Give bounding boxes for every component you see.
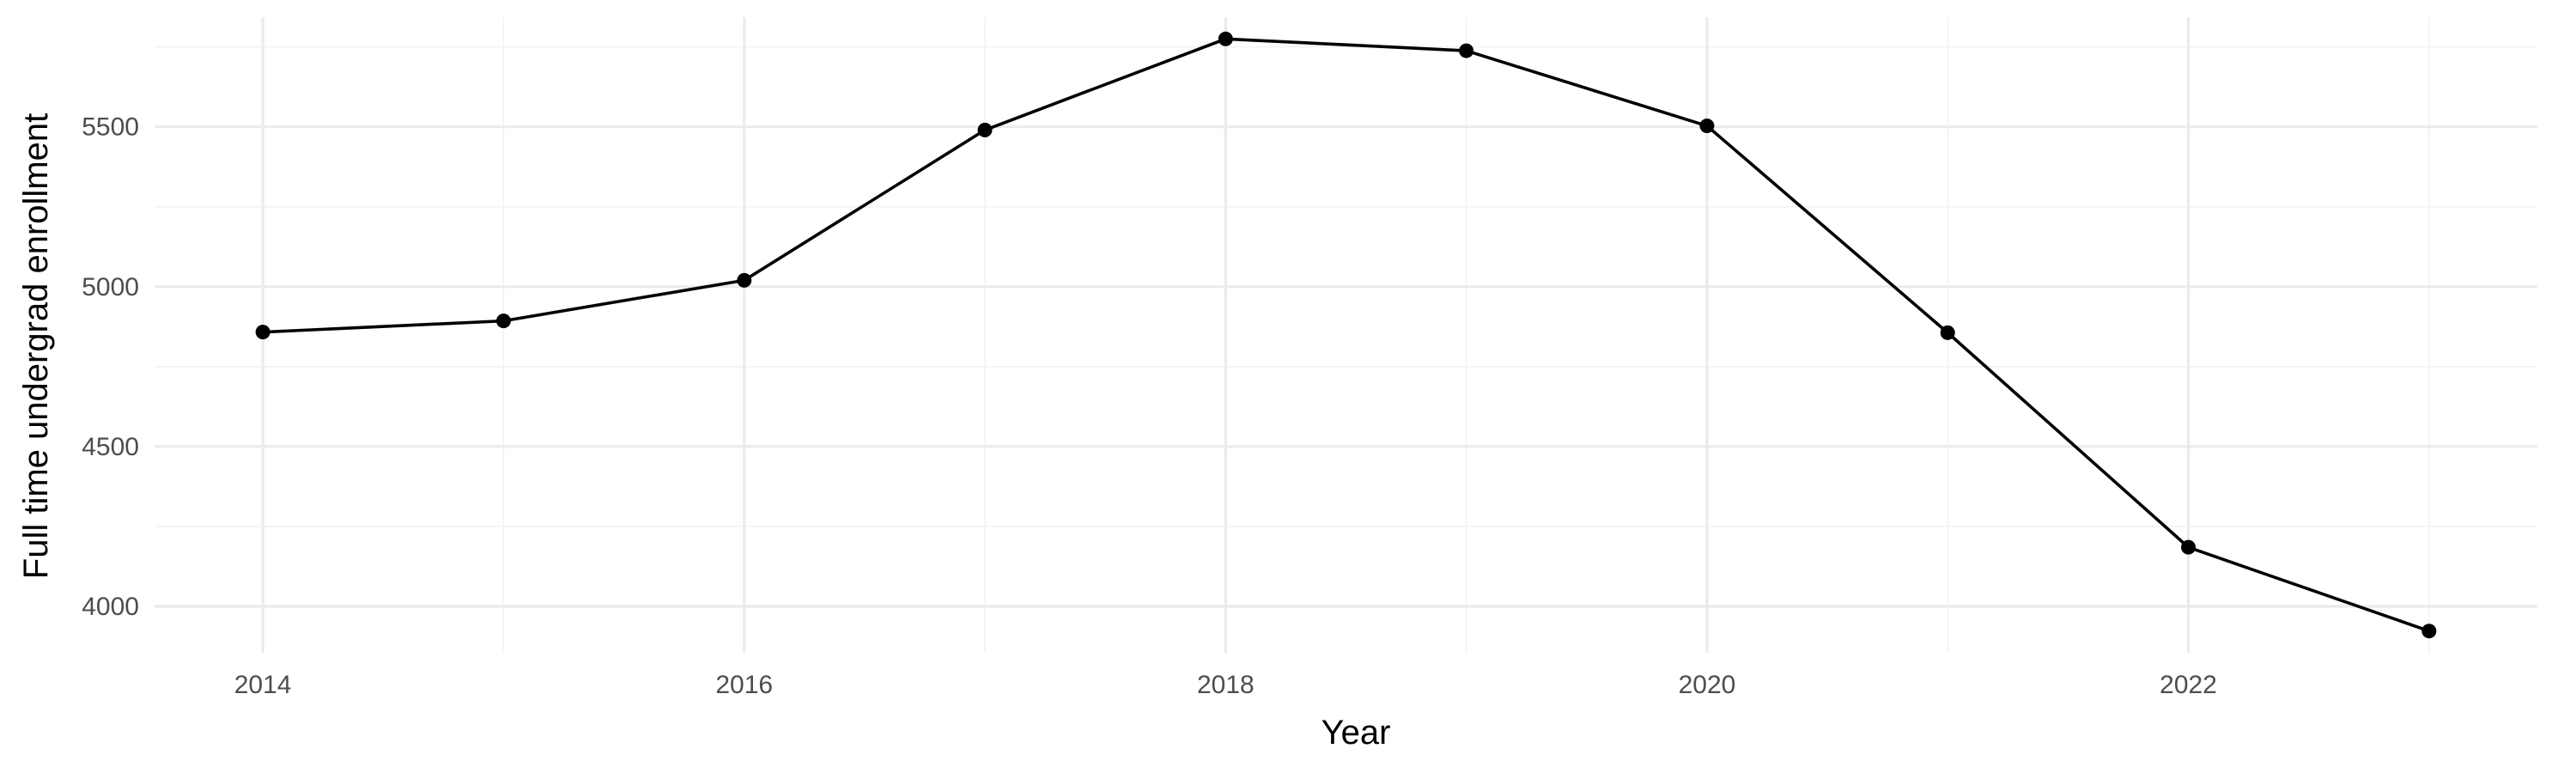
grid [155, 17, 2537, 653]
y-tick-label: 4000 [82, 593, 139, 621]
series-line [263, 37, 2430, 633]
data-point [1459, 43, 1474, 58]
y-tick-label: 5000 [82, 273, 139, 301]
x-tick-label: 2022 [2160, 671, 2217, 699]
x-tick-label: 2016 [715, 671, 773, 699]
data-point [1699, 119, 1715, 134]
x-axis-title: Year [1321, 714, 1391, 752]
series-layer [255, 31, 2437, 639]
data-point [977, 122, 993, 137]
data-point [1218, 31, 1233, 46]
data-point [2181, 539, 2196, 555]
x-tick-label: 2018 [1197, 671, 1255, 699]
y-tick-label: 5500 [82, 113, 139, 142]
data-point [2421, 624, 2437, 639]
data-point [1940, 325, 1955, 340]
x-tick-label: 2014 [234, 671, 292, 699]
y-tick-label: 4500 [82, 433, 139, 461]
x-tick-label: 2020 [1679, 671, 1736, 699]
y-axis-title: Full time undergrad enrollment [17, 113, 55, 579]
data-point [255, 325, 270, 340]
x-axis-ticks: 2014 2016 2018 2020 2022 [234, 671, 2217, 699]
data-point [495, 313, 511, 329]
data-point [737, 272, 752, 288]
y-axis-ticks: 4000 4500 5000 5500 [82, 113, 139, 621]
